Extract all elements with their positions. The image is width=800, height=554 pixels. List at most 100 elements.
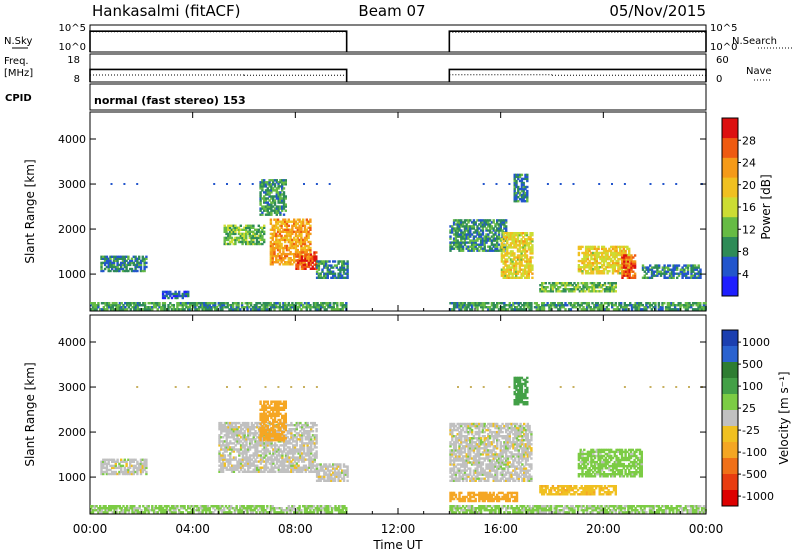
- data-cell: [248, 224, 251, 227]
- data-cell: [255, 304, 258, 307]
- data-cell: [518, 193, 522, 197]
- data-cell: [246, 226, 250, 229]
- data-cell: [272, 460, 275, 463]
- data-cell: [296, 306, 299, 309]
- data-cell: [277, 452, 280, 455]
- data-cell: [324, 473, 328, 476]
- data-cell: [275, 238, 278, 242]
- data-cell: [492, 243, 495, 246]
- data-cell: [259, 440, 263, 443]
- data-cell: [268, 420, 271, 424]
- data-cell: [299, 468, 302, 471]
- data-cell: [293, 236, 296, 240]
- data-cell: [100, 267, 103, 271]
- data-cell: [257, 454, 261, 457]
- data-cell: [309, 257, 313, 260]
- data-cell: [558, 308, 562, 311]
- data-cell: [621, 276, 624, 279]
- data-cell: [223, 242, 226, 246]
- data-cell: [284, 416, 287, 420]
- data-cell: [699, 302, 702, 305]
- data-cell: [526, 191, 529, 195]
- data-cell: [288, 470, 291, 473]
- data-cell: [302, 248, 305, 252]
- data-cell: [555, 306, 558, 309]
- data-cell: [289, 228, 292, 231]
- data-cell: [467, 227, 470, 230]
- data-cell: [232, 442, 236, 445]
- data-cell: [268, 458, 271, 461]
- data-cell: [250, 242, 253, 246]
- data-cell: [210, 302, 213, 305]
- data-cell: [273, 179, 277, 182]
- data-cell: [287, 224, 290, 227]
- data-cell: [183, 290, 186, 294]
- data-cell: [295, 426, 298, 429]
- data-cell: [117, 308, 120, 311]
- data-cell: [513, 232, 516, 235]
- data-cell: [269, 254, 273, 258]
- data-cell: [264, 418, 268, 422]
- data-cell: [241, 234, 244, 238]
- data-cell: [125, 468, 128, 472]
- data-cell: [228, 240, 232, 244]
- data-cell: [279, 179, 282, 182]
- data-cell: [248, 228, 251, 231]
- data-cell: [270, 426, 273, 430]
- data-cell: [620, 251, 624, 255]
- data-cell: [176, 296, 179, 300]
- data-cell: [301, 432, 304, 435]
- data-cell: [476, 229, 479, 232]
- data-cell: [290, 436, 293, 439]
- data-cell: [129, 464, 132, 468]
- data-cell: [256, 440, 259, 443]
- data-cell: [601, 259, 604, 263]
- data-cell: [295, 251, 298, 254]
- data-cell: [250, 442, 254, 445]
- data-cell: [304, 470, 307, 473]
- data-cell: [234, 421, 237, 425]
- data-cell: [221, 454, 225, 457]
- data-cell: [478, 223, 481, 226]
- data-cell: [199, 302, 202, 305]
- data-cell: [628, 256, 631, 259]
- data-cell: [283, 466, 286, 469]
- data-cell: [520, 193, 524, 197]
- data-cell: [133, 302, 136, 305]
- data-cell: [509, 244, 513, 247]
- data-cell: [317, 260, 321, 263]
- data-cell: [281, 437, 284, 440]
- data-cell: [587, 288, 591, 291]
- data-cell: [692, 274, 695, 277]
- data-cell: [699, 274, 702, 277]
- data-cell: [263, 209, 266, 212]
- data-cell: [496, 302, 499, 305]
- data-cell: [345, 304, 348, 307]
- data-cell: [522, 272, 525, 275]
- data-cell: [279, 402, 282, 405]
- data-cell: [272, 430, 275, 434]
- data-cell: [564, 284, 567, 287]
- data-cell: [490, 239, 494, 242]
- data-cell: [614, 302, 617, 305]
- data-cell: [510, 306, 513, 309]
- data-cell: [196, 304, 199, 307]
- data-cell: [702, 308, 706, 311]
- data-cell: [273, 439, 277, 442]
- data-cell: [134, 306, 138, 309]
- data-cell: [294, 248, 298, 252]
- data-cell: [273, 185, 277, 188]
- data-cell: [295, 448, 298, 451]
- data-cell: [690, 264, 693, 267]
- data-cell: [273, 199, 277, 202]
- data-cell: [330, 475, 333, 478]
- data-cell: [271, 242, 274, 246]
- data-cell: [282, 408, 286, 411]
- data-cell: [275, 420, 278, 424]
- data-cell: [541, 306, 544, 309]
- data-cell: [454, 243, 458, 246]
- data-cell: [490, 231, 494, 234]
- data-cell: [524, 187, 527, 191]
- data-cell: [504, 276, 507, 279]
- data-cell: [286, 442, 289, 445]
